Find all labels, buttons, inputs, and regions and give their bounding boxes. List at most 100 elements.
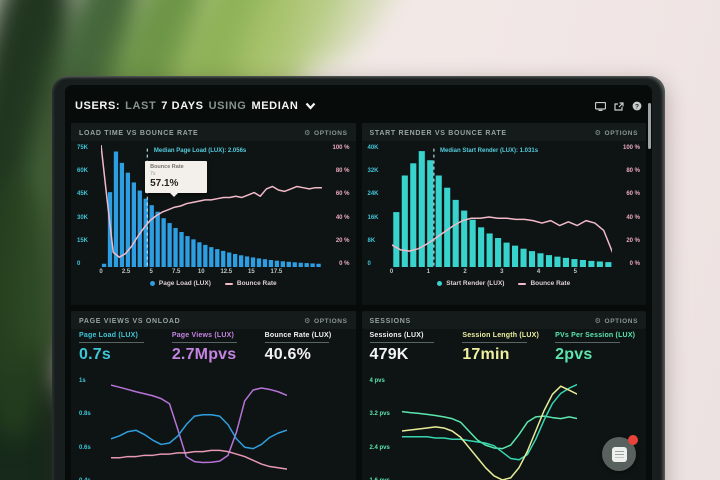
y-axis-left: 1s 0.8s 0.6s 0.4s: [79, 378, 105, 480]
axis-label: 60 %: [626, 191, 640, 198]
histogram-plot: [101, 145, 322, 267]
axis-label: 40 %: [335, 214, 350, 221]
gear-icon: ⚙: [304, 129, 312, 137]
chat-icon: [611, 446, 627, 462]
line-plot: [402, 378, 578, 480]
options-button[interactable]: ⚙ OPTIONS: [595, 318, 638, 325]
x-tick-label: 1: [426, 269, 430, 275]
y-axis-left: 40K 32K 24K 16K 8K 0: [368, 145, 388, 277]
legend-item[interactable]: Page Load (LUX): [149, 280, 211, 287]
panel-header: START RENDER VS BOUNCE RATE ⚙ OPTIONS: [361, 123, 646, 141]
y-axis-right-values: [583, 378, 605, 480]
help-icon[interactable]: ?: [632, 101, 642, 111]
share-icon[interactable]: [614, 101, 624, 111]
chevron-down-icon[interactable]: [305, 102, 316, 110]
gear-icon: ⚙: [594, 129, 602, 137]
legend-dot-icon: [437, 281, 443, 286]
svg-text:?: ?: [635, 103, 639, 110]
legend-item[interactable]: Bounce Rate: [224, 280, 277, 287]
tooltip-value: 57.1%: [150, 177, 179, 189]
x-tick-label: 4: [536, 269, 541, 275]
axis-label: 8K: [367, 237, 376, 244]
x-tick-label: 17.5: [270, 269, 283, 275]
header-last-label: LAST: [125, 100, 157, 112]
scrollbar-thumb[interactable]: [648, 103, 651, 149]
x-tick-label: 2.5: [121, 269, 131, 275]
median-annotation: Median Start Render (LUX): 1.031s: [440, 148, 539, 154]
dashboard-row-top: LOAD TIME VS BOUNCE RATE ⚙ OPTIONS 75K 60…: [65, 123, 652, 305]
metric-value: 17min: [462, 346, 510, 363]
metric-underline: [79, 342, 144, 343]
metrics-row: Page Load (LUX) 0.7s Page Views (LUX) 2.7Mp…: [79, 332, 348, 376]
axis-label: 20 %: [626, 237, 640, 244]
panel-header: LOAD TIME VS BOUNCE RATE ⚙ OPTIONS: [71, 123, 356, 141]
x-axis: 0 1 2 3 4 5: [390, 267, 613, 277]
header-days-label[interactable]: 7 DAYS: [161, 100, 204, 112]
panel-page-views-vs-onload: PAGE VIEWS VS ONLOAD ⚙ OPTIONS Page Load…: [71, 311, 356, 480]
axis-label: 0 %: [629, 260, 640, 267]
axis-label: 32K: [367, 168, 379, 175]
axis-label: 0.8s: [79, 411, 91, 418]
axis-label: 15K: [77, 237, 89, 244]
panel-title: SESSIONS: [369, 317, 411, 325]
metric-underline: [555, 342, 620, 343]
metric-label: Page Load (LUX): [79, 332, 139, 339]
legend-item[interactable]: Bounce Rate: [518, 280, 570, 287]
start-render-chart: 40K 32K 24K 16K 8K 0 Median Start Render (LUX…: [362, 141, 647, 292]
axis-label: 45K: [77, 191, 89, 198]
legend-line-icon: [518, 282, 527, 285]
panel-sessions: SESSIONS ⚙ OPTIONS Sessions (LUX) 479K Ses…: [361, 311, 646, 480]
header-median-label[interactable]: MEDIAN: [251, 100, 299, 112]
axis-label: 40K: [367, 145, 379, 151]
axis-label: 100 %: [332, 145, 350, 151]
legend-label: Bounce Rate: [236, 280, 277, 287]
options-label: OPTIONS: [604, 129, 638, 137]
median-annotation: Median Page Load (LUX): 2.056s: [153, 148, 247, 154]
chart-legend: Page Load (LUX) Bounce Rate: [77, 277, 350, 290]
tooltip-sub: 7s: [150, 170, 156, 177]
legend-label: Bounce Rate: [530, 280, 571, 287]
chat-launcher-button[interactable]: [602, 435, 638, 471]
metric-underline: [369, 342, 435, 343]
legend-item[interactable]: Start Render (LUX): [437, 280, 504, 287]
y-axis-right: 100 % 80 % 60 % 40 % 20 % 0 %: [326, 145, 350, 277]
laptop: USERS: LAST 7 DAYS USING MEDIAN ?: [52, 76, 665, 480]
y-axis-left: 4 pvs 3.2 pvs 2.4 pvs 1.6 pvs: [370, 378, 396, 480]
axis-label: 4 pvs: [369, 378, 385, 384]
metric: Sessions (LUX) 479K: [369, 332, 453, 376]
display-icon[interactable]: [595, 101, 606, 111]
histogram-plot: [392, 145, 613, 267]
metric-label: Sessions (LUX): [369, 332, 424, 339]
x-tick-label: 12.5: [220, 269, 233, 275]
panel-title: LOAD TIME VS BOUNCE RATE: [79, 129, 199, 137]
metric: Page Views (LUX) 2.7Mpvs: [171, 332, 255, 376]
axis-label: 100 %: [622, 145, 640, 151]
x-tick-label: 5: [149, 269, 153, 275]
axis-label: 1s: [79, 378, 86, 384]
options-label: OPTIONS: [314, 317, 348, 325]
options-button[interactable]: ⚙ OPTIONS: [304, 318, 347, 325]
axis-label: 40 %: [626, 214, 640, 221]
metric-value: 2.7Mpvs: [171, 346, 237, 363]
metric-underline: [171, 342, 237, 343]
y-axis-right-values: [293, 378, 315, 480]
panel-header: PAGE VIEWS VS ONLOAD ⚙ OPTIONS: [71, 311, 356, 329]
plot-area: Median Page Load (LUX): 2.056s Bounce Ra…: [99, 145, 322, 277]
notification-badge: [628, 435, 638, 445]
axis-label: 80 %: [626, 168, 640, 175]
x-tick-label: 0: [99, 269, 103, 275]
axis-label: 20 %: [335, 237, 350, 244]
options-button[interactable]: ⚙ OPTIONS: [304, 130, 347, 137]
axis-label: 0: [367, 260, 371, 267]
metric-value: 0.7s: [79, 346, 111, 363]
metric-value: 479K: [369, 346, 409, 363]
metric: Page Load (LUX) 0.7s: [79, 332, 162, 376]
metric-underline: [264, 342, 330, 343]
dashboard-screen: USERS: LAST 7 DAYS USING MEDIAN ?: [65, 85, 652, 480]
page-views-chart: Page Load (LUX) 0.7s Page Views (LUX) 2.7Mp…: [71, 329, 356, 480]
options-button[interactable]: ⚙ OPTIONS: [595, 130, 638, 137]
axis-label: 80 %: [335, 168, 350, 175]
axis-label: 30K: [77, 214, 89, 221]
x-tick-label: 7.5: [171, 269, 181, 275]
chart-tooltip: Bounce Rate 7s 57.1%: [145, 160, 208, 197]
